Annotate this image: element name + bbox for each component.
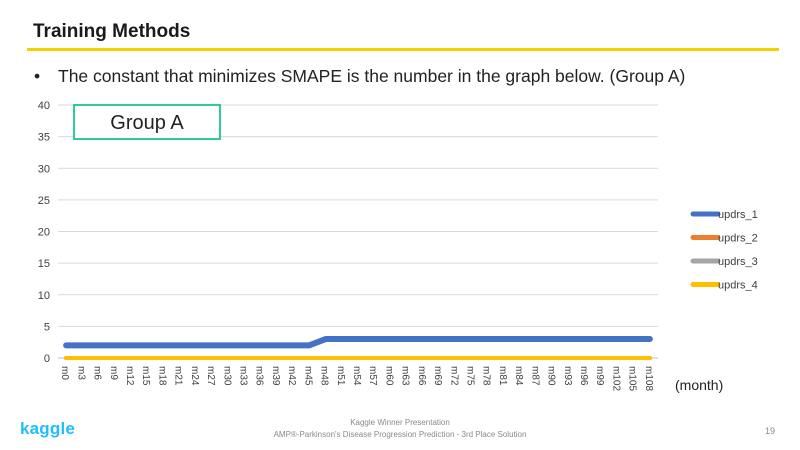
x-tick-label: m63 [400, 366, 411, 386]
series-line-updrs_1 [63, 336, 653, 349]
x-tick-label: m54 [351, 366, 362, 386]
x-tick-label: m15 [140, 366, 151, 386]
x-tick-label: m0 [59, 366, 70, 380]
x-tick-label: m84 [513, 366, 524, 386]
x-tick-label: m18 [156, 366, 167, 386]
x-tick-label: m72 [448, 366, 459, 386]
x-tick-label: m90 [546, 366, 557, 386]
x-tick-label: m21 [173, 366, 184, 386]
x-tick-label: m48 [319, 366, 330, 386]
legend-label: updrs_1 [718, 209, 758, 221]
x-tick-label: m39 [270, 366, 281, 386]
x-tick-label: m6 [92, 366, 103, 380]
x-tick-label: m36 [254, 366, 265, 386]
x-tick-label: m78 [481, 366, 492, 386]
y-tick-label: 5 [44, 321, 50, 333]
footer-title: Kaggle Winner Presentation [350, 418, 450, 427]
x-tick-label: m108 [643, 366, 654, 391]
x-tick-label: m66 [416, 366, 427, 386]
x-tick-label: m51 [335, 366, 346, 386]
y-tick-label: 35 [38, 132, 50, 144]
x-tick-label: m105 [627, 366, 638, 391]
group-annotation-box [73, 104, 221, 140]
y-tick-label: 0 [44, 353, 50, 365]
y-tick-label: 40 [38, 100, 50, 112]
x-tick-label: m99 [594, 366, 605, 386]
x-tick-label: m30 [221, 366, 232, 386]
kaggle-logo: kaggle [20, 419, 76, 438]
x-tick-label: m9 [108, 366, 119, 380]
x-tick-label: m75 [465, 366, 476, 386]
legend-label: updrs_3 [718, 256, 758, 268]
x-tick-label: m87 [529, 366, 540, 386]
y-tick-label: 10 [38, 290, 50, 302]
title-underline [27, 48, 779, 51]
x-tick-label: m27 [205, 366, 216, 386]
y-tick-label: 15 [38, 258, 50, 270]
x-tick-label: m42 [286, 366, 297, 386]
x-tick-label: m60 [383, 366, 394, 386]
bullet-item: • The constant that minimizes SMAPE is th… [34, 66, 685, 87]
x-tick-label: m81 [497, 366, 508, 386]
y-tick-label: 20 [38, 227, 50, 239]
x-axis-label: (month) [675, 377, 723, 393]
x-tick-label: m33 [237, 366, 248, 386]
group-annotation-label: Group A [110, 112, 184, 134]
y-tick-label: 30 [38, 163, 50, 175]
bullet-symbol: • [34, 66, 41, 86]
x-tick-label: m57 [367, 366, 378, 386]
bullet-text: The constant that minimizes SMAPE is the… [58, 66, 686, 86]
x-tick-label: m3 [75, 366, 86, 380]
legend-label: updrs_4 [718, 280, 758, 292]
x-tick-label: m45 [302, 366, 313, 386]
x-tick-label: m12 [124, 366, 135, 386]
x-tick-label: m69 [432, 366, 443, 386]
x-tick-label: m102 [610, 366, 621, 391]
slide-title: Training Methods [33, 21, 191, 42]
x-tick-label: m24 [189, 366, 200, 386]
x-tick-label: m96 [578, 366, 589, 386]
footer-subtitle: AMP®-Parkinson's Disease Progression Pre… [273, 430, 527, 439]
page-number: 19 [765, 426, 776, 436]
x-tick-label: m93 [562, 366, 573, 386]
y-tick-label: 25 [38, 195, 50, 207]
legend-label: updrs_2 [718, 233, 758, 245]
